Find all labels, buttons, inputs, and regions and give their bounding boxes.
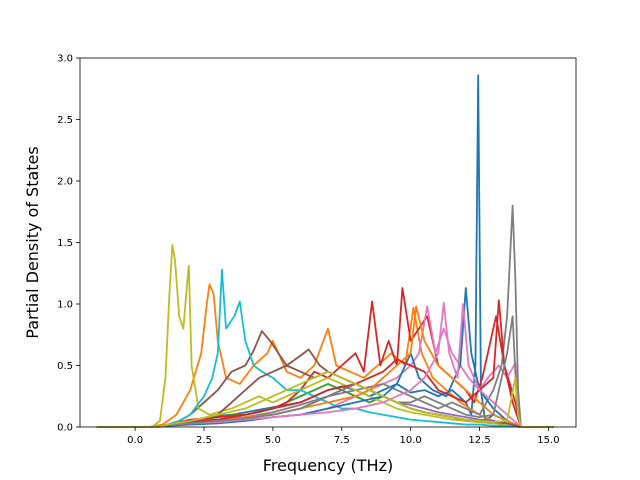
x-tick-label: 2.5 xyxy=(196,435,212,446)
pdos-series-line-13 xyxy=(96,299,554,428)
y-axis-label: Partial Density of States xyxy=(23,146,42,338)
y-tick-label: 1.5 xyxy=(57,238,73,249)
plot-area xyxy=(79,57,577,428)
y-tick-label: 2.5 xyxy=(57,115,73,126)
series-layer xyxy=(96,74,554,428)
x-tick-label: 15.0 xyxy=(537,435,559,446)
y-tick-label: 0.5 xyxy=(57,361,73,372)
y-tick-label: 3.0 xyxy=(57,54,73,65)
x-tick-label: 12.5 xyxy=(468,435,490,446)
x-axis-label: Frequency (THz) xyxy=(263,456,393,475)
y-tick-label: 0.0 xyxy=(57,423,73,434)
y-tick-label: 1.0 xyxy=(57,300,73,311)
x-tick-label: 7.5 xyxy=(334,435,350,446)
y-tick-label: 2.0 xyxy=(57,177,73,188)
pdos-series-line-14 xyxy=(96,301,554,428)
x-tick-label: 0.0 xyxy=(127,435,143,446)
x-tick-label: 10.0 xyxy=(400,435,422,446)
x-tick-label: 5.0 xyxy=(265,435,281,446)
pdos-series-line-2 xyxy=(96,283,554,428)
pdos-series-line-17 xyxy=(96,370,554,428)
y-axis-ticks: 0.0 0.5 1.0 1.5 2.0 2.5 3.0 xyxy=(57,54,80,434)
pdos-series-line-10 xyxy=(96,268,554,428)
pdos-series-line-9 xyxy=(96,244,554,428)
x-axis-ticks: 0.0 2.5 5.0 7.5 10.0 12.5 15.0 xyxy=(127,427,560,446)
